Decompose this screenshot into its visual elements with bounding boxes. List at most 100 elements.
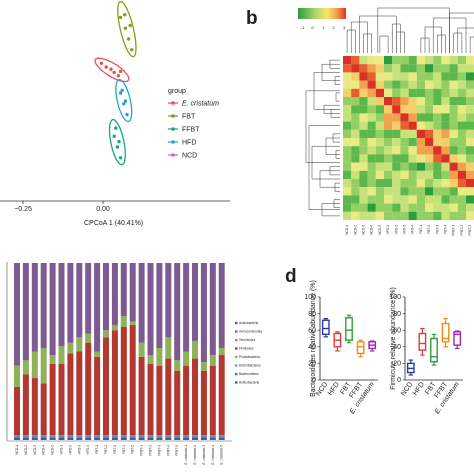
heatmap-cell: [441, 146, 450, 155]
left-dendro-branch: [308, 125, 340, 210]
heatmap-cell: [408, 80, 417, 89]
bar-segment-proteobacteria: [147, 355, 154, 364]
box-group-label: NCD: [400, 381, 414, 397]
heatmap-cell: [367, 162, 376, 171]
bar-segment-actino: [174, 437, 181, 440]
heatmap-cell: [466, 162, 474, 171]
heatmap-cell: [392, 129, 401, 139]
heatmap-cell: [351, 146, 360, 155]
bar-segment-bacteroidetes: [111, 263, 118, 325]
colorbar-tick: -1: [301, 25, 305, 30]
legend-dot-4: [171, 153, 175, 157]
heatmap-cell: [433, 138, 442, 147]
heatmap-label: NCD-1: [345, 225, 349, 235]
bar-segment-other: [209, 435, 216, 438]
bar-segment-other: [156, 435, 163, 438]
pcoa-point-2: [112, 134, 116, 138]
top-dendro-branch: [379, 35, 389, 53]
heatmap-cell: [466, 170, 474, 180]
bar-segment-actino: [94, 437, 101, 440]
heatmap-cell: [449, 195, 458, 204]
bar-x-label: NCD-4: [42, 445, 46, 455]
heatmap-cell: [384, 211, 393, 221]
heatmap-cell: [392, 138, 401, 147]
heatmap-cell: [457, 121, 467, 130]
bar-x-label: HFD-1: [60, 445, 64, 455]
bar-segment-bacteroidetes: [165, 263, 172, 338]
heatmap-cell: [351, 72, 360, 81]
bar-segment-firmicutes: [129, 324, 136, 436]
bar-x-label: FBT-4: [122, 445, 126, 454]
heatmap-cell: [375, 187, 385, 196]
heatmap-cell: [367, 72, 376, 81]
heatmap-cell: [400, 146, 409, 155]
box-y-tick-label: 100: [389, 294, 401, 301]
box-y-tick-label: 0: [397, 377, 401, 384]
heatmap-cell: [416, 80, 426, 89]
heatmap-cell: [392, 64, 401, 73]
heatmap-cell: [433, 129, 442, 139]
bar-segment-firmicutes: [14, 386, 20, 436]
bar-segment-proteobacteria: [192, 340, 198, 359]
bar-segment-firmicutes: [67, 353, 74, 436]
bar-segment-bacteroidetes: [103, 263, 109, 331]
bar-segment-other: [174, 435, 181, 438]
heatmap-cell: [466, 72, 474, 81]
heatmap-cell: [441, 211, 450, 221]
heatmap-cell: [343, 80, 352, 89]
bar-x-label: FBT-1: [95, 445, 99, 454]
heatmap-cell: [466, 56, 474, 65]
heatmap-cell: [359, 64, 368, 73]
bar-segment-bacteroidetes: [156, 263, 163, 348]
box-y-tick-label: 40: [393, 344, 401, 351]
bar-segment-bacteroidetes: [120, 263, 127, 317]
bar-legend-label: Actinobacteria: [239, 381, 259, 385]
bar-segment-bacteroidetes: [14, 263, 20, 366]
heatmap-cell: [384, 162, 393, 171]
pcoa-tick-label: −0.25: [14, 206, 32, 213]
heatmap-cell: [400, 162, 409, 171]
pcoa-x-ticks: −0.25 0.00: [14, 201, 110, 213]
pcoa-ellipse-0: [94, 57, 130, 83]
bar-segment-other: [85, 435, 92, 438]
heatmap-cell: [384, 80, 393, 89]
bar-segment-firmicutes: [76, 351, 83, 436]
pcoa-point-0: [116, 74, 121, 78]
heatmap-cell: [392, 154, 401, 163]
heatmap-cell: [466, 105, 474, 114]
heatmap-cell: [351, 105, 360, 114]
heatmap-cell: [408, 129, 417, 139]
heatmap-cell: [392, 187, 401, 196]
bar-x-label: NCD-5: [51, 445, 55, 455]
heatmap-cells: [343, 56, 474, 221]
heatmap-cell: [441, 170, 450, 180]
bar-segment-firmicutes: [31, 378, 38, 436]
pcoa-point-2: [118, 156, 123, 160]
heatmap-cell: [343, 162, 352, 171]
heatmap-cell: [375, 64, 385, 73]
heatmap-cell: [457, 203, 467, 212]
heatmap-cell: [433, 56, 442, 65]
pcoa-points: [99, 13, 134, 160]
heatmap-cell: [416, 113, 426, 122]
heatmap-cell: [351, 203, 360, 212]
heatmap-cell: [449, 154, 458, 163]
heatmap-cell: [351, 80, 360, 89]
bar-x-labels: NCD-1 NCD-2 NCD-3 NCD-4 NCD-5 HFD-1 HFD-2 HFD-3…: [15, 445, 224, 465]
colorbar-tick: 2: [333, 25, 336, 30]
bar-segment-actino: [103, 437, 109, 440]
bar-segment-actino: [49, 437, 56, 440]
bar-segment-firmicutes: [22, 374, 29, 436]
pcoa-point-1: [118, 15, 123, 20]
bar-x-label: E. cristatum-1: [184, 445, 188, 465]
heatmap-cell: [433, 121, 442, 130]
heatmap-label: HFD-3: [403, 225, 407, 235]
bar-x-label: HFD-4: [86, 445, 90, 455]
bar-segment-actino: [76, 437, 83, 440]
heatmap-cell: [466, 187, 474, 196]
heatmap-cell: [384, 195, 393, 204]
heatmap-cell: [425, 56, 434, 65]
heatmap-cell: [408, 195, 417, 204]
heatmap-left-dendrogram: [305, 59, 340, 217]
